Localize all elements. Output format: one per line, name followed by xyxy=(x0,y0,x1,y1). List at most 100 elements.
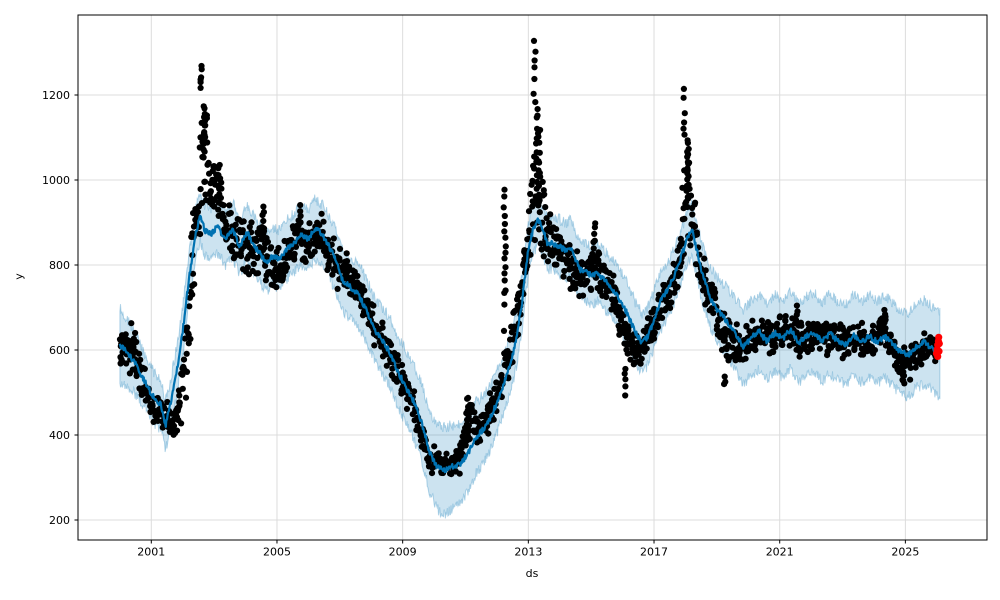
actual-point-outlier xyxy=(536,139,543,146)
actual-point-outlier xyxy=(501,212,508,220)
actual-point xyxy=(603,293,610,301)
actual-point xyxy=(180,356,188,363)
actual-point xyxy=(240,218,247,225)
actual-point-outlier xyxy=(531,64,538,71)
actual-point-outlier xyxy=(680,85,688,92)
actual-point xyxy=(687,242,694,249)
actual-point-outlier xyxy=(622,383,629,390)
actual-point xyxy=(123,360,130,367)
actual-point xyxy=(651,305,658,313)
actual-point-outlier xyxy=(685,145,692,153)
actual-point xyxy=(183,350,190,357)
actual-point xyxy=(298,240,305,247)
actual-point xyxy=(801,343,808,350)
actual-point xyxy=(539,178,546,185)
actual-point xyxy=(189,270,197,277)
actual-point xyxy=(471,409,478,416)
actual-point-outlier xyxy=(684,165,691,172)
actual-point-outlier xyxy=(201,122,208,129)
actual-point xyxy=(379,324,386,331)
actual-point xyxy=(227,209,234,217)
actual-point-outlier xyxy=(536,169,543,177)
y-ticks: 200 400 600 800 1000 1200 xyxy=(42,89,78,527)
actual-point xyxy=(553,261,560,268)
actual-point-outlier xyxy=(501,301,508,308)
actual-point xyxy=(184,324,191,331)
actual-point-outlier xyxy=(501,228,508,235)
actual-point xyxy=(383,362,390,369)
actual-point xyxy=(659,314,666,321)
actual-point xyxy=(541,191,548,198)
actual-point xyxy=(546,220,553,227)
actual-point-outlier xyxy=(200,138,208,145)
actual-point xyxy=(239,227,246,234)
y-tick-label: 800 xyxy=(49,259,70,272)
actual-point xyxy=(845,350,852,357)
actual-point-outlier xyxy=(465,403,472,410)
actual-point xyxy=(498,371,505,379)
actual-point xyxy=(574,248,581,255)
actual-point xyxy=(220,202,227,209)
recent-red-point xyxy=(935,347,943,355)
actual-point xyxy=(610,272,617,279)
actual-point xyxy=(343,250,350,257)
actual-point xyxy=(733,321,740,328)
actual-point xyxy=(316,222,323,229)
y-tick-label: 600 xyxy=(49,344,70,357)
actual-point-outlier xyxy=(502,243,509,250)
actual-point xyxy=(264,238,271,245)
actual-point xyxy=(674,283,681,290)
actual-point xyxy=(668,299,675,306)
actual-point xyxy=(403,405,411,412)
actual-point xyxy=(173,427,181,434)
actual-point xyxy=(560,273,567,280)
actual-point-outlier xyxy=(216,184,223,191)
actual-point xyxy=(292,243,300,250)
actual-point xyxy=(671,289,678,296)
actual-point xyxy=(907,376,914,383)
actual-point xyxy=(435,450,442,457)
actual-point xyxy=(189,291,196,298)
actual-point xyxy=(625,323,632,330)
x-ticks: 2001 2005 2009 2013 2017 2021 2025 xyxy=(137,540,919,559)
actual-point xyxy=(201,178,208,185)
actual-point xyxy=(584,277,591,285)
actual-point xyxy=(710,310,717,317)
actual-point xyxy=(629,339,637,346)
actual-point xyxy=(275,244,282,252)
actual-point-outlier xyxy=(592,220,599,227)
actual-point-outlier xyxy=(502,234,509,241)
actual-point xyxy=(774,320,781,327)
actual-point xyxy=(855,323,862,330)
actual-point xyxy=(343,258,351,265)
actual-point xyxy=(596,250,603,257)
actual-point xyxy=(901,344,908,351)
actual-point xyxy=(808,345,816,353)
actual-point xyxy=(544,258,552,265)
actual-point xyxy=(136,350,143,357)
actual-point xyxy=(485,430,492,437)
actual-point xyxy=(663,298,670,305)
actual-point xyxy=(566,242,573,249)
actual-point-outlier xyxy=(534,112,541,119)
actual-point xyxy=(379,319,386,326)
forecast-line-path xyxy=(118,214,941,474)
actual-point-outlier xyxy=(535,199,543,206)
actual-point xyxy=(500,327,508,334)
actual-point xyxy=(248,219,255,226)
actual-point-outlier xyxy=(501,255,508,262)
actual-point xyxy=(191,281,198,288)
actual-point-outlier xyxy=(685,181,692,188)
actual-point xyxy=(490,416,497,423)
x-tick-label: 2005 xyxy=(263,546,291,559)
actual-point-outlier xyxy=(793,302,801,309)
actual-point xyxy=(371,342,378,349)
actual-point xyxy=(531,237,539,244)
actual-point xyxy=(137,356,144,363)
actual-point-outlier xyxy=(537,126,544,134)
actual-point xyxy=(306,220,313,227)
x-axis-label: ds xyxy=(525,567,539,580)
actual-point-outlier xyxy=(200,154,207,161)
actual-point xyxy=(782,313,789,320)
